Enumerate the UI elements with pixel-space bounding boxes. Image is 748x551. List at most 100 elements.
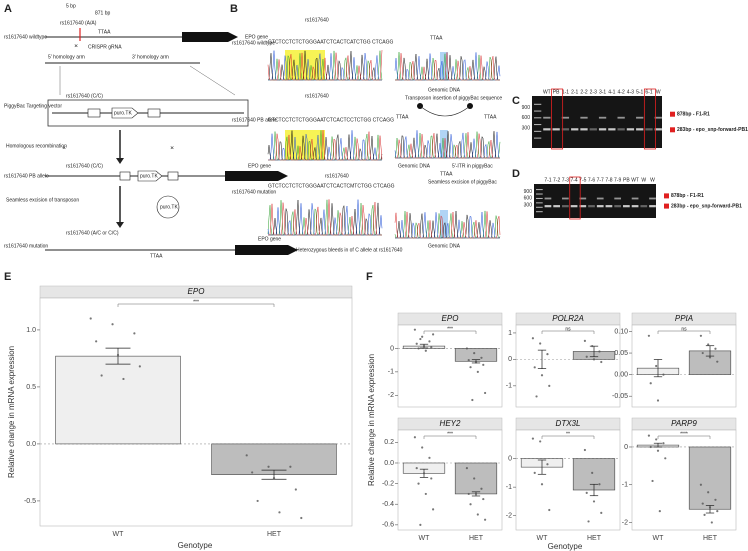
data-point [591, 471, 594, 474]
y-tick-label: 0.5 [26, 384, 36, 391]
ladder-band [534, 117, 542, 119]
data-point [647, 434, 651, 437]
itr-box [87, 108, 101, 118]
significance-bracket [657, 435, 711, 439]
cross: ✕ [62, 145, 66, 151]
data-point [422, 472, 426, 475]
grna-label: CRISPR gRNA [88, 44, 122, 50]
ladder-label: 900 [524, 189, 533, 195]
data-point [278, 511, 281, 514]
ttaa-label: TTAA [396, 114, 409, 120]
highlight [440, 210, 448, 238]
row-label: rs1617640 wildtype [4, 34, 47, 40]
data-point [699, 334, 703, 337]
data-point [649, 382, 652, 385]
data-point [583, 448, 587, 452]
gel-band [579, 205, 587, 208]
data-point [714, 347, 717, 350]
data-point [467, 492, 470, 496]
y-tick-label: 0.00 [614, 371, 628, 378]
significance-bracket [657, 330, 711, 334]
itr-box [119, 171, 131, 181]
facet-title: HEY2 [440, 419, 461, 428]
data-point [138, 365, 141, 368]
data-point [592, 358, 596, 361]
facet-title: PARP9 [671, 419, 697, 428]
ladder-band [536, 193, 543, 195]
data-point [272, 477, 276, 480]
data-point [424, 492, 427, 496]
chromatogram-trace [395, 52, 500, 81]
highlight-box [551, 88, 564, 150]
significance-label: **** [680, 431, 688, 437]
data-point [539, 342, 542, 345]
lane-label: 4-1 [608, 89, 615, 95]
gel-band [626, 128, 635, 131]
gene-label: EPO gene [245, 34, 268, 40]
band-label: 878bp - F1-R1 [677, 112, 710, 118]
flow-arrow-head [116, 158, 124, 164]
ladder-label: 300 [524, 202, 533, 208]
data-point [469, 366, 472, 369]
lane-label: WT [543, 89, 551, 95]
data-point [100, 374, 103, 377]
snp-label: rs1617640 (A/A) [60, 20, 97, 26]
lane-label: 7-8 [605, 177, 612, 183]
ladder-label: 600 [522, 115, 531, 121]
snp-label: rs1617640 (A/C or C/C) [66, 230, 119, 236]
ladder-band [536, 206, 543, 208]
gel-image [532, 96, 662, 148]
gel-band [649, 197, 656, 200]
panel-label: F [366, 271, 373, 283]
sequence: GTCTCCTCTCTGGGAATCTCACTCATCTGG CTCAGG [268, 39, 393, 45]
data-point [533, 471, 536, 474]
gel-band [588, 205, 595, 208]
arm-label: 3' homology arm [132, 54, 169, 60]
lane-label: 7-6 [588, 177, 595, 183]
data-point [655, 438, 658, 441]
data-point [535, 395, 538, 398]
facet-title: EPO [188, 287, 205, 296]
band-label: 878bp - F1-R1 [671, 193, 704, 199]
lane-label: 2-1 [571, 89, 578, 95]
data-point [430, 346, 433, 349]
data-point [598, 483, 601, 486]
ladder-band [536, 202, 543, 204]
significance-label: *** [447, 431, 453, 437]
highlight-box [643, 88, 656, 150]
y-tick-label: -2 [388, 392, 394, 399]
snp-label: rs1617640 (C/C) [66, 163, 103, 169]
band-label: 283bp - epo_snp-forward-PB1 [671, 203, 742, 209]
row-label: rs1617640 mutation [232, 189, 276, 195]
gel-band [631, 205, 639, 208]
lane-label: W [656, 89, 661, 95]
data-point [294, 488, 297, 491]
data-point [585, 355, 588, 358]
y-tick-label: -0.4 [382, 501, 394, 508]
lane-label: 7-9 [614, 177, 621, 183]
y-tick-label: 0 [508, 455, 512, 462]
y-tick-label: 0.0 [384, 460, 394, 467]
data-point [655, 364, 658, 368]
y-tick-label: -1 [622, 482, 628, 489]
sequence: GTCTCCTCTCTGGGAATCTCACTCMTCTGG CTCAGG [268, 183, 395, 189]
data-point [540, 483, 544, 486]
ladder-label: 600 [524, 196, 533, 202]
data-point [428, 340, 431, 343]
x-axis-label: Genotype [178, 541, 213, 550]
data-point [421, 335, 424, 338]
y-tick-label: 1.0 [26, 327, 36, 334]
note: Heterozygous bleeds in of C allele at rs… [296, 247, 403, 253]
gel-band [579, 197, 587, 200]
data-point [422, 344, 426, 348]
cross: ✕ [170, 145, 174, 151]
gel-image [534, 184, 656, 218]
y-tick-label: 0.05 [614, 350, 628, 357]
data-point [482, 363, 485, 366]
data-point [465, 347, 468, 350]
caption: Genomic DNA [428, 243, 461, 249]
y-tick-label: 0.0 [26, 441, 36, 448]
gel-band [623, 205, 630, 208]
lane-label: 7-1 [544, 177, 551, 183]
y-tick-label: -1 [506, 484, 512, 491]
